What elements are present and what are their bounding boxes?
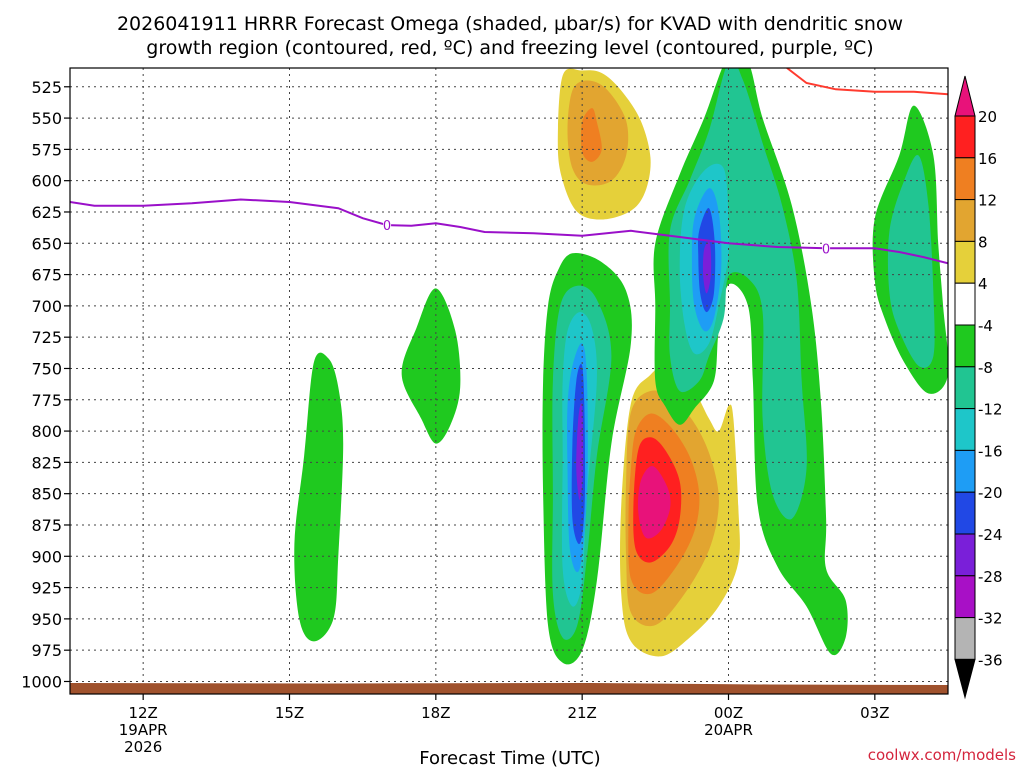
colorbar-swatch-2	[954, 199, 976, 242]
y-tick-label-1000: 1000	[21, 672, 62, 691]
colorbar-label-0: 20	[978, 108, 997, 126]
x-tick-label-15Z: 15Z	[275, 704, 304, 722]
x-tick-label-21Z: 21Z	[567, 704, 596, 722]
y-tick-label-750: 750	[31, 359, 62, 378]
colorbar-label-12: -32	[978, 610, 1003, 628]
x-axis-label: Forecast Time (UTC)	[419, 748, 600, 768]
y-tick-label-725: 725	[31, 328, 62, 347]
omega-contour-region--24-22	[576, 402, 584, 500]
colorbar-label-8: -16	[978, 442, 1003, 460]
credit-link[interactable]: coolwx.com/models	[868, 746, 1016, 764]
y-tick-label-700: 700	[31, 297, 62, 316]
colorbar-swatch-0	[954, 115, 976, 159]
y-tick-label-875: 875	[31, 516, 62, 535]
colorbar-swatch-7	[954, 408, 976, 451]
x-tick-year-12Z: 2026	[124, 738, 162, 756]
colorbar-label-3: 8	[978, 233, 988, 251]
chart-title-line2: growth region (contoured, red, ºC) and f…	[146, 37, 873, 59]
y-tick-label-625: 625	[31, 203, 62, 222]
y-tick-label-675: 675	[31, 266, 62, 285]
colorbar-label-10: -24	[978, 526, 1003, 544]
terrain-strip	[70, 683, 948, 694]
dgz-contour-line	[786, 68, 948, 96]
plot-frame	[69, 67, 949, 695]
colorbar: 20 16 12 8 4 -4 -8 -12 -16 -20 -24 -28 -32 -36	[954, 75, 1003, 700]
colorbar-swatch-8	[954, 449, 976, 493]
colorbar-swatch-10	[954, 533, 976, 577]
colorbar-label-13: -36	[978, 651, 1003, 669]
y-axis: 525 550 575 600 625 650 675 700 725 750 775 800 825 8…	[21, 78, 70, 691]
plot-area: 00	[69, 67, 949, 695]
omega-contour-region--24-23	[702, 241, 712, 294]
y-tick-label-600: 600	[31, 172, 62, 191]
colorbar-swatch-6	[954, 366, 976, 410]
freezing-level-line	[70, 198, 948, 265]
colorbar-swatch-9	[954, 491, 976, 535]
freezing-level-label-bg-1	[822, 242, 831, 255]
colorbar-swatch-1	[954, 157, 976, 201]
colorbar-label-4: 4	[978, 275, 988, 293]
y-tick-label-850: 850	[31, 485, 62, 504]
y-tick-label-650: 650	[31, 234, 62, 253]
omega-contour-region-20-7	[637, 466, 671, 539]
chart-title-line1: 2026041911 HRRR Forecast Omega (shaded, …	[117, 13, 903, 35]
y-tick-label-525: 525	[31, 78, 62, 97]
x-tick-label-18Z: 18Z	[421, 704, 450, 722]
freezing-level-label-bg-0	[383, 219, 392, 232]
x-tick-date-00Z: 20APR	[704, 721, 753, 739]
colorbar-swatch-12	[954, 617, 976, 660]
contour-lines-layer: 00	[70, 68, 948, 265]
y-tick-label-575: 575	[31, 140, 62, 159]
colorbar-label-6: -8	[978, 359, 993, 377]
colorbar-label-9: -20	[978, 484, 1003, 502]
colorbar-swatch-3	[954, 240, 976, 284]
y-tick-label-775: 775	[31, 391, 62, 410]
colorbar-top-arrow	[954, 75, 976, 117]
colorbar-label-1: 16	[978, 150, 997, 168]
colorbar-swatch-4	[954, 282, 976, 326]
y-tick-label-550: 550	[31, 109, 62, 128]
freezing-level-label-1: 0	[822, 242, 830, 257]
y-tick-label-800: 800	[31, 422, 62, 441]
y-tick-label-950: 950	[31, 610, 62, 629]
x-tick-label-00Z: 00Z	[714, 704, 743, 722]
colorbar-swatch-5	[954, 324, 976, 368]
omega-shading-layer	[294, 68, 948, 665]
colorbar-label-2: 12	[978, 192, 997, 210]
x-tick-label-03Z: 03Z	[860, 704, 889, 722]
omega-contour-region--4-8	[294, 352, 344, 642]
colorbar-label-5: -4	[978, 317, 993, 335]
freezing-level-label-0: 0	[383, 219, 391, 234]
y-tick-label-900: 900	[31, 547, 62, 566]
omega-contour-region-12-2	[580, 108, 602, 162]
omega-contour-region--8-15	[887, 154, 935, 368]
colorbar-label-7: -12	[978, 401, 1003, 419]
terrain-fill	[70, 683, 948, 694]
colorbar-label-11: -28	[978, 568, 1003, 586]
y-tick-label-825: 825	[31, 453, 62, 472]
x-tick-label-12Z: 12Z	[128, 704, 157, 722]
gridlines	[70, 68, 948, 694]
colorbar-bottom-arrow	[954, 658, 976, 700]
x-tick-date-12Z: 19APR	[119, 721, 168, 739]
omega-contour-region--4-9	[401, 288, 461, 444]
colorbar-swatch-11	[954, 575, 976, 619]
y-tick-label-925: 925	[31, 579, 62, 598]
y-tick-label-975: 975	[31, 641, 62, 660]
